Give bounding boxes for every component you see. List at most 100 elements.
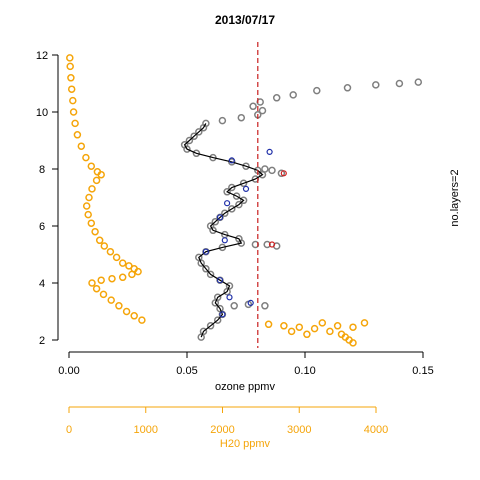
ozone-point	[228, 183, 236, 192]
y-tick-label: 8	[39, 164, 45, 176]
layer-marker	[224, 200, 231, 207]
threshold-marker	[280, 170, 287, 177]
h2o-point	[326, 327, 334, 336]
h2o-point	[69, 108, 78, 116]
layer-marker	[266, 148, 273, 155]
h2o-point	[87, 162, 96, 170]
h2o-point	[97, 170, 105, 179]
ozone-point	[235, 200, 243, 209]
ozone-point	[242, 162, 250, 170]
ozone-point	[268, 166, 276, 175]
h2o-point	[84, 210, 92, 219]
layer-marker	[221, 237, 228, 244]
ozone-point	[228, 158, 236, 166]
ozone-point	[209, 153, 217, 162]
ozone-point	[263, 240, 271, 249]
ozone-point	[395, 79, 404, 88]
ozone-point	[180, 141, 189, 149]
h2o-point	[360, 319, 369, 327]
ozone-point	[232, 192, 241, 200]
layer-marker	[247, 299, 254, 306]
ozone-point	[237, 113, 246, 122]
h2o-point	[130, 312, 138, 320]
ozone-point	[230, 302, 238, 310]
h2o-point	[115, 302, 123, 310]
h2o-point	[67, 85, 76, 93]
layer-marker	[228, 157, 235, 164]
h2o-point	[333, 322, 342, 330]
secondary-x-axis-label: H20 ppmv	[220, 438, 271, 450]
ozone-point	[258, 106, 267, 115]
h2o-tick-label: 1000	[134, 424, 158, 436]
ozone-point	[213, 316, 222, 324]
x-tick-label: 0.15	[412, 365, 433, 377]
h2o-point	[107, 296, 115, 304]
x-tick-label: 0.00	[58, 365, 79, 377]
ozone-point	[289, 91, 297, 99]
h2o-point	[87, 219, 96, 227]
y-tick-label: 6	[39, 221, 45, 233]
ozone-point	[235, 235, 243, 243]
h2o-point	[134, 267, 142, 276]
h2o-tick-label: 2000	[210, 424, 234, 436]
x-axis-label: ozone ppmv	[215, 381, 275, 393]
h2o-point	[92, 284, 101, 293]
ozone-point	[192, 149, 201, 158]
h2o-point	[99, 290, 108, 299]
y-tick-label: 2	[39, 335, 45, 347]
h2o-point	[77, 142, 86, 150]
h2o-point	[349, 339, 357, 347]
layer-marker	[216, 277, 224, 284]
layer-marker	[202, 248, 209, 255]
h2o-point	[69, 96, 77, 105]
h2o-point	[71, 119, 79, 128]
ozone-point	[216, 304, 224, 313]
ozone-point	[223, 188, 231, 196]
ozone-point	[249, 102, 257, 111]
h2o-point	[318, 319, 327, 327]
h2o-point	[122, 307, 131, 316]
h2o-point	[303, 330, 311, 339]
ozone-point	[206, 322, 215, 330]
layer-marker	[242, 185, 250, 192]
h2o-point	[108, 274, 116, 283]
h2o-tick-label: 0	[66, 424, 72, 436]
ozone-point	[313, 86, 321, 95]
layer-count-label: no.layers=2	[449, 169, 461, 226]
ozone-point	[239, 196, 248, 205]
h2o-point	[138, 316, 146, 324]
ozone-point	[195, 253, 203, 262]
h2o-point	[112, 253, 121, 262]
ozone-point	[218, 116, 227, 125]
ozone-point	[343, 84, 352, 92]
axes: 2 4 6 8 10 12 0.00 0.05 0.10 0.15 0 1000 2000 3000 400…	[36, 50, 434, 436]
h2o-point	[280, 322, 288, 330]
ozone-point	[372, 81, 380, 89]
ozone-point	[211, 217, 220, 226]
h2o-point	[85, 193, 93, 202]
h2o-point	[67, 74, 75, 82]
h2o-point	[66, 54, 74, 62]
h2o-point	[287, 327, 296, 336]
h2o-tick-label: 4000	[364, 424, 388, 436]
h2o-point	[97, 276, 105, 284]
h2o-point	[92, 176, 101, 185]
h2o-point	[106, 247, 115, 256]
h2o-point	[95, 236, 104, 245]
smoothed-ozone-line	[183, 123, 264, 338]
y-tick-label: 10	[36, 107, 48, 119]
layer-marker	[226, 294, 233, 301]
ozone-point	[202, 119, 210, 128]
chart-title: 2013/07/17	[215, 13, 275, 27]
h2o-point	[88, 185, 96, 193]
x-tick-label: 0.10	[294, 365, 315, 377]
ozone-point	[239, 179, 248, 188]
ozone-point	[190, 132, 198, 140]
y-tick-label: 12	[36, 50, 48, 62]
ozone-point	[202, 265, 210, 273]
layer-marker	[219, 311, 226, 318]
ozone-point	[213, 293, 222, 302]
h2o-point	[66, 62, 74, 71]
x-tick-label: 0.05	[176, 365, 197, 377]
